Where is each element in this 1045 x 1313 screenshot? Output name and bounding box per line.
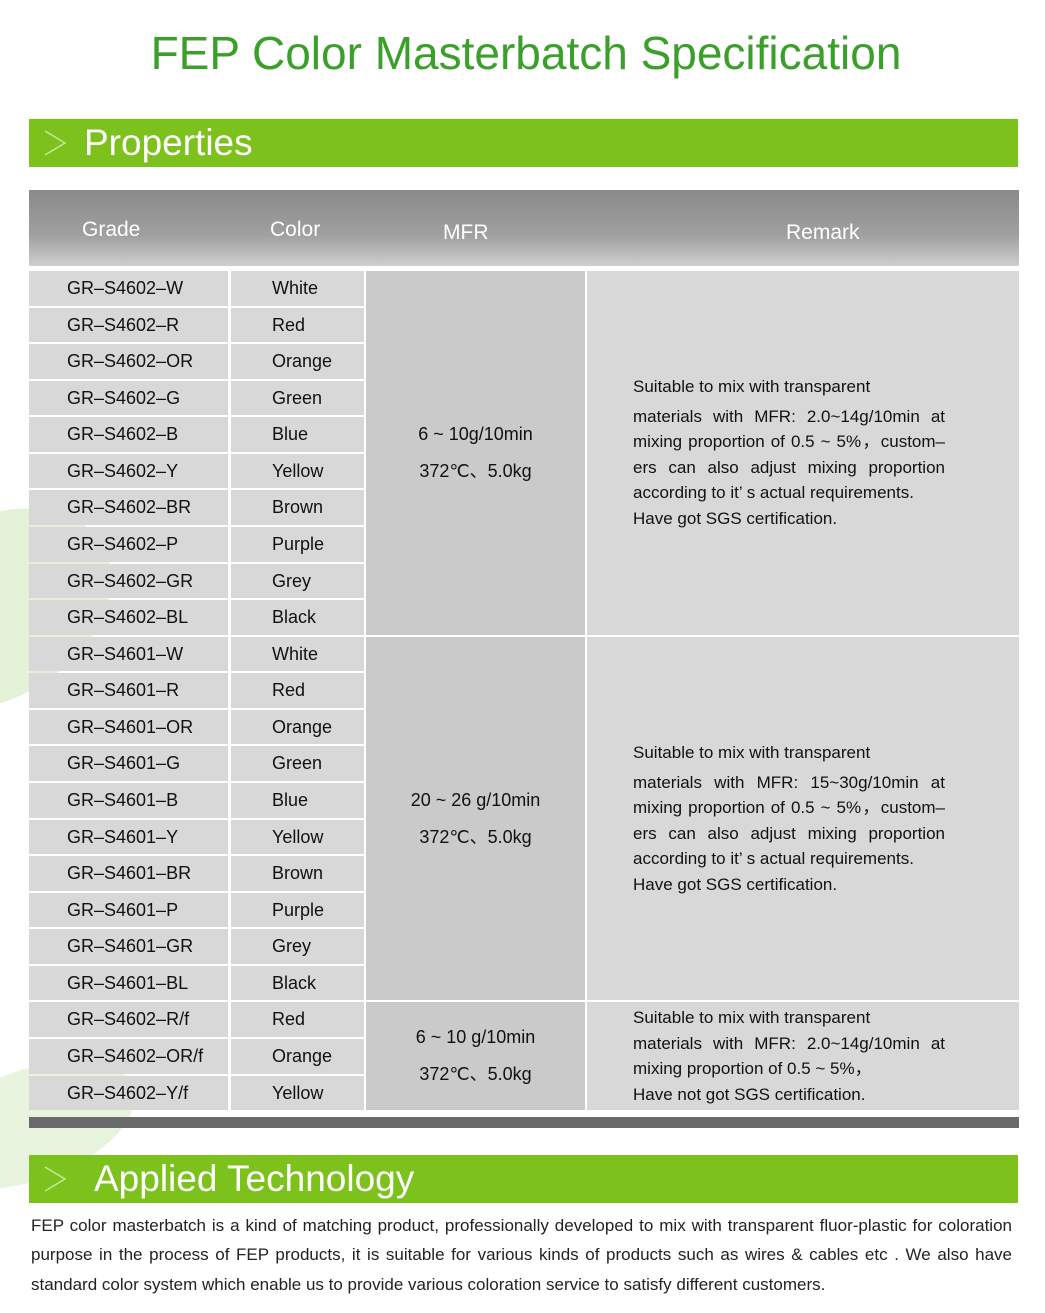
color-cell: Blue bbox=[231, 782, 364, 818]
applied-description: FEP color masterbatch is a kind of match… bbox=[31, 1216, 1012, 1294]
remark-line: Have got SGS certification. bbox=[633, 874, 838, 894]
header-grade: Grade bbox=[82, 218, 141, 241]
table-body: GR–S4602–W White GR–S4602–R Red GR–S4602–OR O… bbox=[29, 271, 1019, 1112]
color-cell: Black bbox=[231, 965, 364, 1001]
grade-cell: GR–S4602–OR bbox=[29, 344, 228, 379]
color-cell: Yellow bbox=[231, 453, 364, 489]
chevron-right-icon bbox=[44, 1166, 67, 1192]
remark-line: Have not got SGS certification. bbox=[633, 1084, 866, 1104]
mfr-cell: 6 ~ 10g/10min 372℃、5.0kg bbox=[366, 271, 585, 635]
remark-cell: Suitable to mix with transparent material… bbox=[587, 271, 1019, 635]
grade-cell: GR–S4602–B bbox=[29, 417, 228, 452]
grade-cell: GR–S4602–OR/f bbox=[29, 1038, 228, 1074]
mfr-line: 6 ~ 10 g/10min bbox=[415, 1027, 536, 1048]
color-cell: Brown bbox=[231, 490, 364, 525]
color-cell: Purple bbox=[231, 526, 364, 562]
color-cell: White bbox=[231, 271, 364, 306]
color-cell: Grey bbox=[231, 929, 364, 964]
color-cell: White bbox=[231, 636, 364, 672]
color-cell: Orange bbox=[231, 1038, 364, 1074]
grade-cell: GR–S4601–R bbox=[29, 673, 228, 708]
remark-line: Have got SGS certification. bbox=[633, 508, 838, 528]
grade-cell: GR–S4601–W bbox=[29, 636, 228, 672]
remark-line: materials with MFR: 15~30g/10min at mixi… bbox=[633, 772, 945, 869]
grade-cell: GR–S4602–G bbox=[29, 380, 228, 416]
grade-cell: GR–S4602–Y bbox=[29, 453, 228, 489]
color-cell: Red bbox=[231, 673, 364, 708]
mfr-line: 372℃、5.0kg bbox=[419, 826, 532, 847]
page-title: FEP Color Masterbatch Specification bbox=[150, 27, 902, 79]
color-cell: Black bbox=[231, 600, 364, 635]
mfr-line: 372℃、5.0kg bbox=[419, 1064, 532, 1085]
header-color: Color bbox=[270, 218, 321, 241]
grade-cell: GR–S4602–R/f bbox=[29, 1002, 228, 1037]
chevron-right-icon bbox=[44, 130, 67, 156]
grade-cell: GR–S4601–P bbox=[29, 892, 228, 928]
header-remark: Remark bbox=[786, 221, 860, 244]
mfr-cell: 6 ~ 10 g/10min 372℃、5.0kg bbox=[366, 1002, 585, 1111]
section-heading: Applied Technology bbox=[94, 1158, 415, 1199]
section-heading: Properties bbox=[84, 122, 253, 163]
grade-cell: GR–S4601–B bbox=[29, 782, 228, 818]
spec-table: Grade Color MFR Remark GR–S4602–W White GR… bbox=[29, 190, 1019, 1112]
remark-cell: Suitable to mix with transparent material… bbox=[587, 636, 1019, 1001]
color-cell: Red bbox=[231, 1002, 364, 1037]
divider bbox=[29, 1117, 1019, 1128]
color-cell: Brown bbox=[231, 856, 364, 891]
color-cell: Yellow bbox=[231, 819, 364, 855]
grade-cell: GR–S4602–GR bbox=[29, 563, 228, 599]
color-cell: Blue bbox=[231, 417, 364, 452]
color-cell: Purple bbox=[231, 892, 364, 928]
color-cell: Orange bbox=[231, 709, 364, 745]
mfr-line: 372℃、5.0kg bbox=[419, 460, 532, 481]
color-cell: Green bbox=[231, 746, 364, 781]
applied-section-bar: Applied Technology bbox=[29, 1155, 1018, 1203]
color-cell: Yellow bbox=[231, 1075, 364, 1111]
mfr-line: 20 ~ 26 g/10min bbox=[410, 789, 541, 810]
remark-cell: Suitable to mix with transparent material… bbox=[587, 1002, 1019, 1111]
mfr-line: 6 ~ 10g/10min bbox=[418, 423, 533, 444]
header-mfr: MFR bbox=[443, 221, 489, 244]
grade-cell: GR–S4602–W bbox=[29, 271, 228, 306]
remark-line: Suitable to mix with transparent bbox=[633, 743, 871, 763]
grade-cell: GR–S4602–Y/f bbox=[29, 1075, 228, 1111]
color-cell: Orange bbox=[231, 344, 364, 379]
grade-cell: GR–S4601–GR bbox=[29, 929, 228, 964]
mfr-cell: 20 ~ 26 g/10min 372℃、5.0kg bbox=[366, 636, 585, 1001]
properties-section-bar: Properties bbox=[29, 119, 1018, 167]
grade-cell: GR–S4601–OR bbox=[29, 709, 228, 745]
grade-cell: GR–S4602–BL bbox=[29, 600, 228, 635]
color-cell: Red bbox=[231, 307, 364, 343]
grade-cell: GR–S4602–P bbox=[29, 526, 228, 562]
remark-line: materials with MFR: 2.0~14g/10min at mix… bbox=[633, 1033, 945, 1079]
grade-cell: GR–S4602–BR bbox=[29, 490, 228, 525]
grade-cell: GR–S4601–BR bbox=[29, 856, 228, 891]
remark-line: materials with MFR: 2.0~14g/10min at mix… bbox=[633, 406, 945, 503]
table-header: Grade Color MFR Remark bbox=[29, 190, 1019, 266]
grade-cell: GR–S4602–R bbox=[29, 307, 228, 343]
grade-cell: GR–S4601–Y bbox=[29, 819, 228, 855]
remark-line: Suitable to mix with transparent bbox=[633, 377, 871, 397]
color-cell: Green bbox=[231, 380, 364, 416]
grade-cell: GR–S4601–BL bbox=[29, 965, 228, 1001]
grade-cell: GR–S4601–G bbox=[29, 746, 228, 781]
color-cell: Grey bbox=[231, 563, 364, 599]
remark-line: Suitable to mix with transparent bbox=[633, 1008, 871, 1028]
